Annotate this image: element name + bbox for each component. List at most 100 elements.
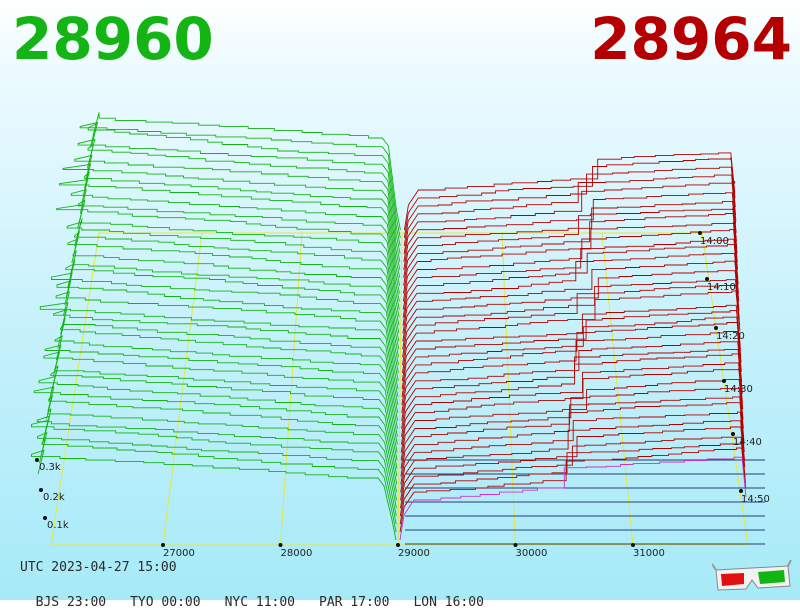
ask-curve [401,304,741,382]
bid-curve [50,369,398,469]
bid-curve [31,419,397,517]
ask-curve [399,456,747,541]
bid-curve [37,431,397,525]
ask-curve [400,420,746,501]
bid-curve [69,250,400,358]
bid-curve [75,217,400,326]
price-gridline [601,232,634,546]
bid-curve [58,317,399,421]
price-tick-label: 27000 [163,548,195,559]
bid-curve [30,449,397,541]
ask-curve [402,279,740,358]
time-tick-label: 14:50 [741,494,770,505]
bid-curve [86,143,401,262]
ask-curve [400,378,744,461]
price-tick-dot [513,543,518,547]
ask-curve [400,402,745,485]
ask-curve [403,200,737,278]
ask-curve [403,174,737,254]
bid-curve [68,259,399,366]
timezone-tyo: TYO 00:00 [130,595,201,610]
price-tick-label: 28000 [281,548,313,559]
ask-curve [402,285,741,366]
depth-tick-label: 0.3k [39,462,61,473]
price-tick-label: 29000 [398,548,430,559]
bid-curve [43,351,398,453]
timezone-list: BJS 23:00 TYO 00:00 NYC 11:00 PAR 17:00 LON … [20,580,508,610]
time-tick-label: 14:30 [724,384,753,395]
timezone-par: PAR 17:00 [319,595,390,610]
bid-curve [53,309,399,413]
depth-tick-dot [39,488,43,492]
time-tick-dot [698,231,702,235]
depth-base-lines [405,459,765,545]
bid-curve [82,171,401,286]
depth-curves [30,112,747,541]
time-tick-dot [731,432,735,436]
ask-curve [401,309,741,390]
ask-curve [401,290,741,374]
bid-curve [38,438,397,533]
price-tick-dot [631,543,635,547]
ask-curve [399,442,746,525]
ask-price: 28964 [590,5,792,73]
bid-curve [77,199,400,310]
time-tick-label: 14:40 [733,437,762,448]
time-tick-dot [739,489,743,493]
time-tick-label: 14:10 [707,282,736,293]
time-tick-dot [714,326,718,330]
bid-curve [79,121,401,238]
ask-curve [403,213,738,294]
base-grid [50,232,749,546]
price-tick-label: 31000 [633,548,665,559]
ask-curve [402,252,739,334]
time-tick-label: 14:00 [700,236,729,247]
ask-curve [400,426,746,509]
bid-curve [74,154,401,270]
bid-curve [65,263,399,374]
bid-curve [50,272,399,382]
ask-curve [401,353,743,437]
price-tick-dot [278,543,283,547]
price-gridline [397,232,403,546]
timezone-lon: LON 16:00 [413,595,484,610]
time-tick-dot [722,379,726,383]
ask-curve [402,270,740,350]
bid-curve [87,123,401,246]
bid-curve [72,230,400,342]
ask-curve [402,260,740,342]
ask-curve [400,388,744,469]
ask-curve [402,238,739,318]
depth-tick-dot [43,516,47,520]
bid-curve [51,365,398,461]
timezone-bjs: BJS 23:00 [35,595,107,610]
ask-curve [400,362,743,445]
time-tick-label: 14:20 [716,331,745,342]
ask-curve [401,341,743,421]
depth-tick-label: 0.1k [47,520,69,531]
ask-curve [403,152,736,231]
ask-curve [402,243,739,326]
bid-curve [55,291,399,397]
price-tick-dot [396,543,400,547]
ask-curve [403,207,738,286]
bid-curve [33,386,398,485]
ask-curve [400,368,744,453]
bid-curve [38,375,398,477]
bid-curve [44,344,398,445]
bid-curve [59,179,400,294]
bid-curve [66,221,400,334]
bid-curve [92,112,401,231]
axis-ticks: 27000 28000 29000 30000 31000 0.1k 0.2k 0.3k 14:… [35,231,770,559]
bid-curve [67,238,400,350]
3d-glasses-icon[interactable] [712,560,792,596]
price-tick-label: 30000 [516,548,548,559]
depth-tick-dot [35,458,39,462]
bid-curve [56,204,400,318]
ask-curve [403,180,737,262]
bid-curve [57,324,399,429]
bid-curve [39,302,399,405]
depth-tick-label: 0.2k [43,492,65,503]
ask-curve [401,322,742,405]
ask-curve [401,316,742,397]
